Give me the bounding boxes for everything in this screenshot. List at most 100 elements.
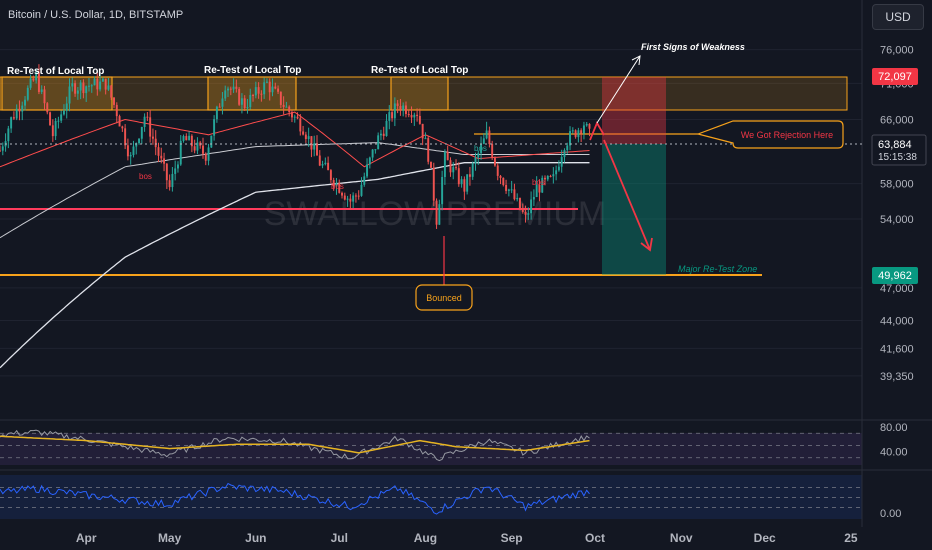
sma-200-line [0,162,590,369]
candle-body [54,120,57,137]
candles [0,64,591,229]
candle-body [174,168,177,174]
candle-body [21,105,24,112]
x-tick-label: Dec [754,531,776,545]
first-signs-label: First Signs of Weakness [641,42,745,52]
candle-body [171,173,174,188]
watermark-text: SWALLOW PREMIUM [264,195,607,233]
candle-body [524,211,527,215]
candle-body [107,85,110,90]
candle-body [435,200,438,225]
candle-body [110,85,113,98]
major-retest-label: Major Re-Test Zone [678,264,757,274]
symbol-title: Bitcoin / U.S. Dollar, 1D, BITSTAMP [8,9,183,21]
candle-body [168,180,171,188]
candle-body [240,98,243,105]
candle-body [413,114,416,118]
candle-body [49,112,52,126]
candle-body [549,175,552,177]
candle-body [188,135,191,141]
candle-body [243,98,246,109]
candle-body [513,189,516,200]
candle-body [443,151,446,177]
candle-body [296,116,299,119]
stop-price-text: 72,097 [878,71,912,83]
candle-body [474,157,477,164]
candle-body [260,93,263,95]
retest-label-3: Re-Test of Local Top [371,65,468,76]
candle-body [516,198,519,200]
candle-body [560,157,563,167]
candle-body [202,145,204,154]
candle-body [577,130,580,138]
y-tick-label: 58,000 [880,179,914,191]
candle-body [482,138,485,144]
weakness-pointer [596,55,641,124]
candle-body [527,213,530,215]
candle-body [480,143,483,154]
price-axis[interactable]: 76,00071,00066,00058,00054,00047,00044,0… [880,45,914,383]
candle-body [363,176,366,185]
candle-body [290,112,293,118]
candle-body [391,112,394,119]
candle-body [135,143,138,147]
target-price-badge: 49,962 [872,267,918,284]
projection-up-arrow [589,120,605,141]
candle-body [321,164,324,166]
candle-body [165,163,168,181]
candle-body [385,120,388,136]
candle-body [416,114,419,116]
candle-body [410,115,413,118]
candle-body [463,179,466,192]
candle-body [316,143,318,156]
candle-body [396,103,399,107]
candle-body [35,72,38,81]
candle-body [65,103,68,111]
candle-body [318,155,321,166]
candle-body [190,135,193,147]
bounced-text: Bounced [426,293,462,303]
candle-body [427,138,430,162]
candle-body [477,153,480,158]
candle-body [151,136,154,139]
rejection-text: We Got Rejection Here [741,130,833,140]
candle-body [62,110,65,115]
candle-body [29,78,32,88]
candle-body [379,133,382,136]
projection-down-path [603,139,651,251]
candle-body [163,158,166,164]
candle-body [552,174,555,177]
currency-button[interactable]: USD [872,4,924,30]
time-axis[interactable]: Apr May Jun Jul Aug Sep Oct Nov Dec 25 [76,531,858,545]
candle-body [430,161,432,168]
retest-box-3 [390,76,449,111]
bos-label: bos [532,178,545,187]
candle-body [393,103,396,119]
candle-body [563,150,566,158]
candle-body [213,119,216,136]
candle-body [307,136,310,140]
candle-body [388,112,391,121]
x-tick-label: May [158,531,182,545]
candle-body [468,174,471,177]
weakness-pointer-head [631,55,641,66]
candle-body [7,128,10,142]
candle-body [521,209,524,212]
candle-body [329,170,332,181]
candle-body [327,162,330,171]
candle-body [421,123,424,139]
x-tick-label: Oct [585,531,605,545]
candle-body [252,95,255,97]
candle-body [129,155,132,157]
candle-body [557,166,560,171]
candle-body [519,198,521,210]
candle-body [215,106,218,120]
candle-body [121,126,124,129]
rejection-callout: We Got Rejection Here [695,120,844,149]
candle-body [457,168,460,185]
x-tick-label: Jul [331,531,348,545]
candle-body [585,123,588,126]
candle-body [366,164,369,177]
candle-body [535,184,538,198]
